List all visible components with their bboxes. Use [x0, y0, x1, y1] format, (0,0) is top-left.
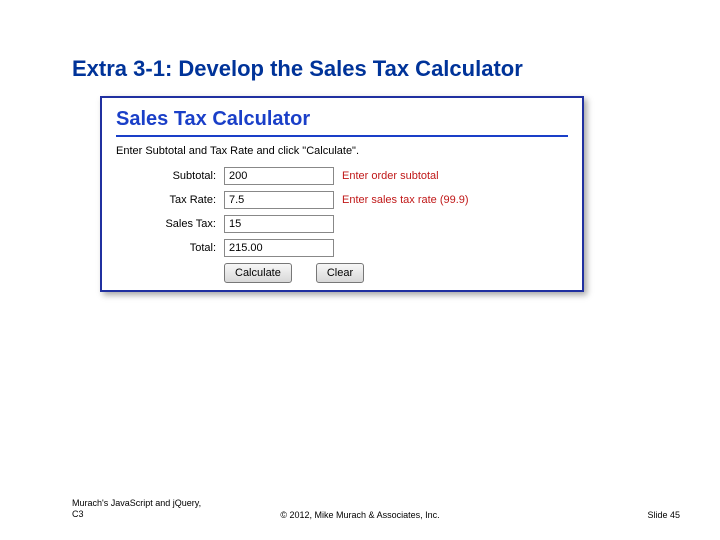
calculator-app-frame: Sales Tax Calculator Enter Subtotal and …: [100, 96, 584, 292]
slide-footer: Murach's JavaScript and jQuery, C3 © 201…: [0, 492, 720, 520]
row-taxrate: Tax Rate: Enter sales tax rate (99.9): [116, 191, 568, 209]
input-total[interactable]: [224, 239, 334, 257]
hint-taxrate: Enter sales tax rate (99.9): [342, 194, 469, 206]
input-subtotal[interactable]: [224, 167, 334, 185]
label-taxrate: Tax Rate:: [116, 194, 224, 206]
row-subtotal: Subtotal: Enter order subtotal: [116, 167, 568, 185]
hint-subtotal: Enter order subtotal: [342, 170, 439, 182]
row-total: Total:: [116, 239, 568, 257]
label-total: Total:: [116, 242, 224, 254]
calculate-button[interactable]: Calculate: [224, 263, 292, 283]
slide-title: Extra 3-1: Develop the Sales Tax Calcula…: [72, 56, 523, 82]
footer-copyright: © 2012, Mike Murach & Associates, Inc.: [0, 510, 720, 520]
label-salestax: Sales Tax:: [116, 218, 224, 230]
footer-slide-number: Slide 45: [647, 510, 680, 520]
app-heading: Sales Tax Calculator: [116, 108, 568, 137]
footer-book-title: Murach's JavaScript and jQuery,: [72, 498, 232, 509]
clear-button[interactable]: Clear: [316, 263, 364, 283]
input-salestax[interactable]: [224, 215, 334, 233]
button-row: Calculate Clear: [116, 263, 568, 283]
instructions-text: Enter Subtotal and Tax Rate and click "C…: [116, 145, 568, 157]
row-salestax: Sales Tax:: [116, 215, 568, 233]
input-taxrate[interactable]: [224, 191, 334, 209]
label-subtotal: Subtotal:: [116, 170, 224, 182]
